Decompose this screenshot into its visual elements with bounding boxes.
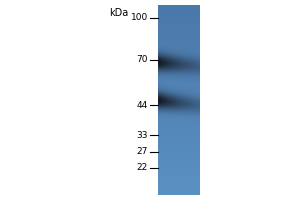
Text: 22: 22 [137, 164, 148, 172]
Text: 44: 44 [137, 100, 148, 110]
Text: 33: 33 [136, 130, 148, 140]
Text: 27: 27 [136, 148, 148, 156]
Text: 100: 100 [131, 14, 148, 22]
Text: 70: 70 [136, 55, 148, 64]
Text: kDa: kDa [109, 8, 128, 18]
